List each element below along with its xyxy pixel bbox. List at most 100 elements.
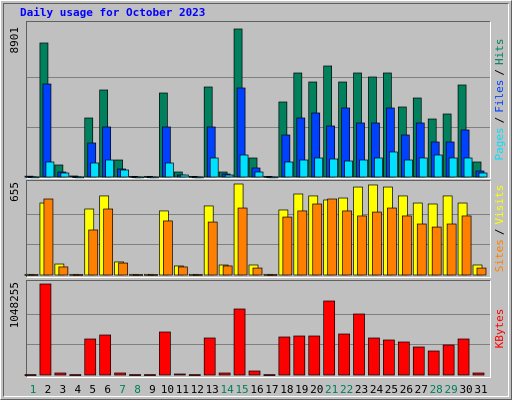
legend-entry: Pages [493, 127, 506, 160]
frame-inner-dark [3, 3, 509, 397]
bar [478, 172, 488, 178]
bar [342, 210, 352, 276]
legend-separator: / [493, 69, 506, 76]
bar [148, 274, 158, 276]
bar [448, 157, 458, 178]
bar [374, 157, 383, 178]
bar [308, 335, 321, 376]
bar [239, 154, 249, 178]
legend: Sites / Visits [493, 185, 506, 273]
bar [282, 216, 293, 276]
chart-title: Daily usage for October 2023 [20, 6, 205, 19]
bar [163, 220, 173, 276]
bar [431, 226, 442, 276]
bar [177, 266, 188, 276]
bar [118, 262, 128, 276]
bar [397, 341, 410, 376]
bar [159, 331, 171, 376]
bar [173, 373, 186, 376]
bar [133, 274, 143, 276]
x-tick-label: 1 [30, 383, 37, 396]
bar [144, 374, 156, 376]
x-tick-label: 18 [280, 383, 293, 396]
bar [237, 207, 248, 276]
y-tick-label: 8901 [8, 27, 21, 54]
bar [69, 374, 82, 376]
bar [299, 159, 309, 178]
bar [114, 372, 126, 376]
bar [129, 374, 141, 376]
x-tick-label: 6 [104, 383, 111, 396]
bar [165, 162, 174, 178]
x-tick-label: 30 [459, 383, 472, 396]
x-tick-label: 12 [191, 383, 204, 396]
x-tick-label: 31 [474, 383, 487, 396]
bar [218, 372, 231, 376]
bar [314, 157, 324, 178]
bar [293, 335, 306, 376]
bar [418, 157, 428, 178]
legend-separator: / [493, 229, 506, 236]
x-tick-label: 26 [400, 383, 413, 396]
x-tick-label: 19 [295, 383, 308, 396]
bar [28, 274, 39, 276]
bar [267, 274, 278, 276]
bar [39, 283, 52, 376]
bar [90, 162, 100, 178]
bar [60, 172, 70, 178]
x-tick-label: 2 [45, 383, 52, 396]
bar [383, 339, 395, 376]
bar [278, 336, 291, 376]
panel-border-light [26, 180, 491, 278]
y-tick-label: 655 [8, 182, 21, 202]
panel-border-dark [26, 180, 491, 278]
bar [30, 176, 40, 179]
bar [150, 176, 159, 179]
x-tick-label: 3 [60, 383, 67, 396]
bar [103, 208, 114, 276]
legend-separator: / [493, 117, 506, 124]
x-tick-label: 20 [310, 383, 323, 396]
bar [457, 338, 470, 376]
bar [269, 176, 279, 179]
bar [338, 333, 350, 376]
bar [45, 161, 55, 178]
bar [359, 159, 368, 178]
frame-inner-light [3, 3, 509, 397]
legend-entry: Sites [493, 239, 506, 272]
panel-border-dark [26, 21, 491, 179]
bar [233, 308, 246, 376]
x-tick-label: 14 [221, 383, 235, 396]
bar [329, 158, 339, 178]
x-tick-label: 28 [430, 383, 443, 396]
bar [327, 198, 338, 276]
bar [73, 274, 84, 276]
bar [433, 154, 443, 178]
bar [323, 300, 336, 376]
bar [105, 159, 115, 178]
legend-entry: Hits [493, 39, 506, 66]
bar [389, 151, 398, 178]
legend: KBytes [493, 309, 506, 349]
bar [263, 374, 276, 376]
bar [224, 174, 234, 178]
x-tick-label: 5 [89, 383, 96, 396]
x-tick-label: 29 [445, 383, 458, 396]
x-tick-label: 8 [134, 383, 141, 396]
bar [135, 176, 144, 179]
x-tick-label: 10 [161, 383, 174, 396]
bar [372, 211, 382, 276]
bar [476, 267, 487, 276]
x-tick-label: 4 [74, 383, 81, 396]
x-tick-label: 16 [250, 383, 263, 396]
y-tick-label: 1048255 [8, 282, 21, 328]
bar [252, 267, 263, 276]
legend-entry: KBytes [493, 309, 506, 349]
x-tick-label: 15 [235, 383, 248, 396]
bar [188, 374, 201, 376]
bar [248, 370, 261, 376]
bar [222, 265, 233, 276]
bar [24, 374, 37, 376]
